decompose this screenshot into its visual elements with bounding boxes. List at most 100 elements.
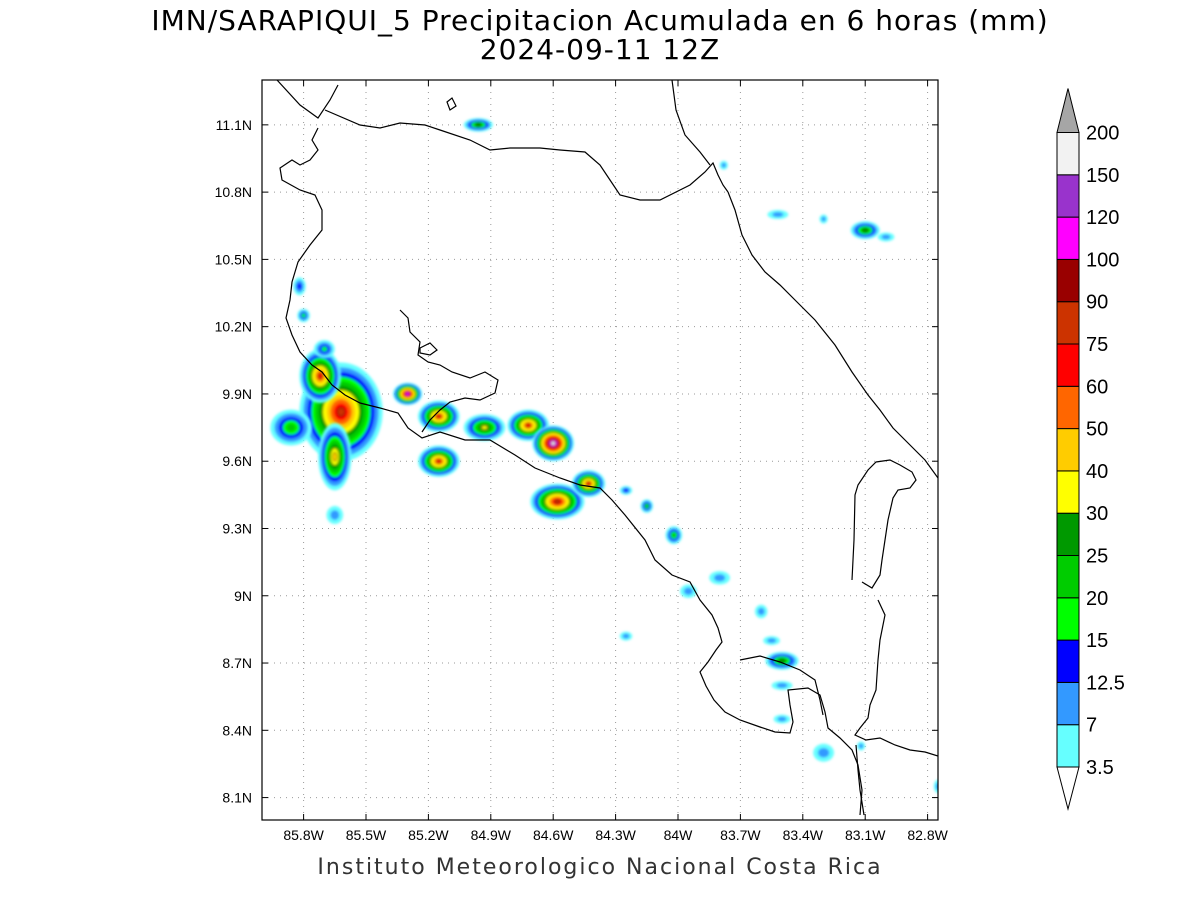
colorbar-swatch-3_5 xyxy=(1056,724,1080,768)
lat-tick-label: 11.1N xyxy=(216,117,252,133)
rain-contour-60 xyxy=(317,372,323,380)
rain-contour-7 xyxy=(714,574,726,582)
gulf-island xyxy=(419,342,438,356)
rain-cell xyxy=(754,604,768,619)
rain-cell xyxy=(765,651,799,670)
colorbar-swatch-75 xyxy=(1056,301,1080,345)
rain-contour-30 xyxy=(481,425,488,430)
lake-nicaragua-shore xyxy=(276,80,729,201)
rain-contour-75 xyxy=(336,407,346,417)
rain-contour-15 xyxy=(321,346,328,352)
colorbar-label: 25 xyxy=(1086,546,1108,568)
rain-contour-40 xyxy=(332,452,338,462)
rain-cell xyxy=(270,409,312,446)
lat-tick-label: 9.9N xyxy=(222,386,252,402)
lat-tick-label: 8.1N xyxy=(222,790,252,806)
colorbar-label: 3.5 xyxy=(1086,757,1114,779)
lat-tick-label: 10.2N xyxy=(215,319,252,335)
rain-cell xyxy=(773,714,791,724)
colorbar-swatch-50 xyxy=(1056,385,1080,430)
lat-tick-label: 8.7N xyxy=(222,655,252,671)
rain-cell xyxy=(709,571,730,585)
rain-contour-12_5 xyxy=(297,283,302,290)
colorbar-label: 150 xyxy=(1086,165,1119,187)
rain-cell xyxy=(463,118,493,132)
lon-tick-label: 84.9W xyxy=(471,827,512,843)
rain-contour-7 xyxy=(777,716,787,722)
colorbar-label: 20 xyxy=(1086,588,1108,610)
colorbar-swatch-60 xyxy=(1056,343,1080,387)
lon-tick-label: 84.3W xyxy=(595,827,636,843)
rain-cell xyxy=(318,423,352,491)
rain-contour-60 xyxy=(525,423,531,428)
map-background xyxy=(262,80,938,820)
rain-contour-7 xyxy=(721,162,726,168)
rain-cell xyxy=(813,743,834,762)
lon-tick-label: 83.7W xyxy=(720,827,761,843)
rain-contour-60 xyxy=(436,458,442,464)
rain-contour-7 xyxy=(683,587,693,595)
colorbar-swatch-90 xyxy=(1056,258,1080,303)
rain-cell xyxy=(771,680,793,690)
rain-contour-20 xyxy=(671,533,676,538)
rain-cell xyxy=(326,506,344,524)
lat-tick-label: 10.8N xyxy=(215,184,252,200)
colorbar-swatch-15 xyxy=(1056,597,1080,641)
rain-contour-7 xyxy=(821,216,826,222)
rain-contour-7 xyxy=(330,510,340,520)
colorbar-swatch-20 xyxy=(1056,555,1080,599)
axis-ticks: 85.8W 85.5W 85.2W 84.9W 84.6W 84.3W 84W 83.7W 83… xyxy=(215,80,949,843)
colorbar-swatch-7 xyxy=(1056,681,1080,726)
colorbar-label: 60 xyxy=(1086,376,1108,398)
rain-cell xyxy=(850,221,880,240)
rain-contour-7 xyxy=(767,638,777,644)
rain-contour-20 xyxy=(286,423,296,432)
rain-contour-60 xyxy=(586,481,591,486)
colorbar-label: 75 xyxy=(1086,334,1108,356)
pacific-coast-north xyxy=(279,127,863,816)
colorbar-swatch-150 xyxy=(1056,132,1080,176)
rain-contour-7 xyxy=(757,607,765,616)
rain-cell xyxy=(530,483,585,520)
rain-cell xyxy=(619,485,633,495)
rain-cell xyxy=(665,526,683,545)
rain-contour-7 xyxy=(772,212,784,217)
chart-title: IMN/SARAPIQUI_5 Precipitacion Acumulada … xyxy=(151,4,1049,37)
rain-cell xyxy=(393,382,423,406)
rain-contour-20 xyxy=(644,504,649,509)
map-frame xyxy=(261,79,939,821)
lon-tick-label: 85.8W xyxy=(283,827,324,843)
rain-cell xyxy=(418,400,460,433)
colorbar-bottom-arrow xyxy=(1056,766,1080,811)
nicaragua-east-coast xyxy=(671,80,711,166)
coastline-borders xyxy=(276,80,938,816)
colorbar-swatch-40 xyxy=(1056,428,1080,472)
caribbean-coast xyxy=(727,191,938,479)
panama-pacific-coast xyxy=(854,599,938,757)
rain-contour-7 xyxy=(622,633,630,639)
colorbar-swatch-120 xyxy=(1056,174,1080,218)
nicoya-gulf-coast xyxy=(399,309,499,433)
lat-tick-label: 10.5N xyxy=(215,251,252,267)
rain-contour-100 xyxy=(405,391,410,397)
rain-cell xyxy=(463,414,506,442)
lon-tick-label: 83.4W xyxy=(783,827,824,843)
colorbar-label: 100 xyxy=(1086,249,1119,271)
rain-cell xyxy=(856,741,866,751)
rain-cell xyxy=(877,232,895,242)
colorbar-label: 40 xyxy=(1086,461,1108,483)
colorbar-swatch-12_5 xyxy=(1056,639,1080,683)
rain-contour-7 xyxy=(881,234,891,240)
colorbar-label: 12.5 xyxy=(1086,672,1125,694)
rain-cell xyxy=(293,277,306,296)
rain-contour-60 xyxy=(436,414,442,419)
rain-contour-150 xyxy=(550,440,556,446)
rain-cell xyxy=(297,308,310,323)
colorbar-legend: 3.5 7 12.5 15 20 25 30 40 50 60 75 90 100 120 150 200 xyxy=(1056,88,1125,811)
lon-tick-label: 84W xyxy=(664,827,694,843)
rain-contour-7 xyxy=(818,747,830,758)
lat-tick-label: 8.4N xyxy=(222,722,252,738)
rain-cell xyxy=(619,631,633,641)
rain-cell xyxy=(819,214,828,224)
footer-credit: Instituto Meteorologico Nacional Costa R… xyxy=(317,855,883,880)
